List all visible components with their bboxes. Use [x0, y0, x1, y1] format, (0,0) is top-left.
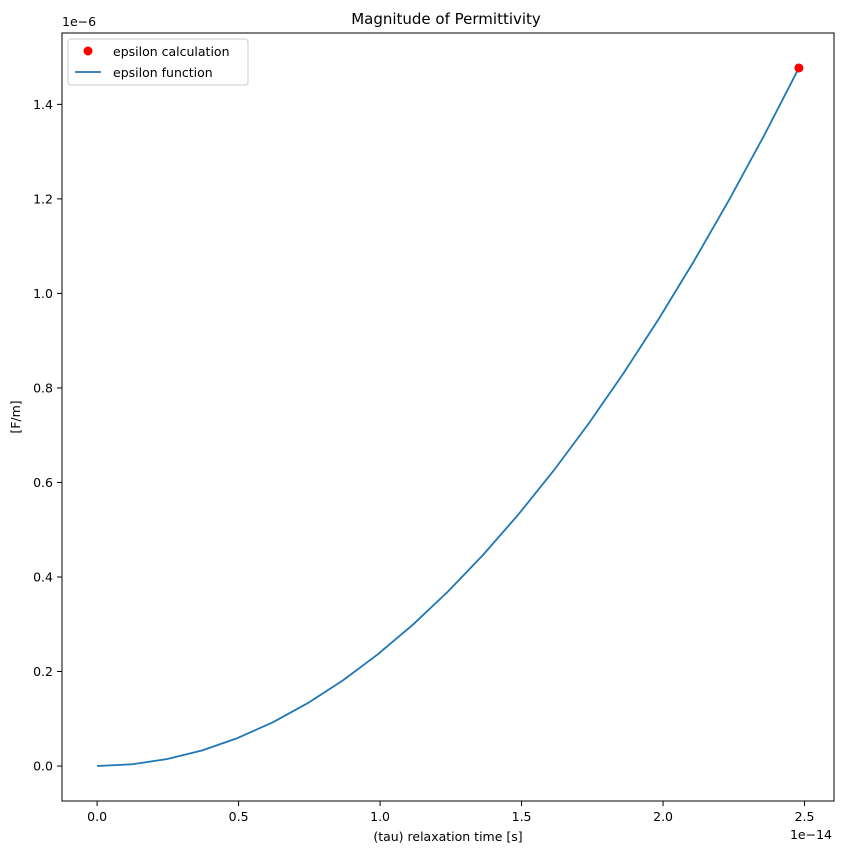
y-tick-label: 0.4: [33, 569, 53, 584]
legend: epsilon calculation epsilon function: [67, 38, 249, 86]
plot-frame: [61, 32, 835, 802]
y-tick-label: 0.6: [33, 475, 53, 490]
y-ticks: 0.0 0.2 0.4 0.6 0.8 1.0 1.2 1.4: [33, 97, 62, 774]
legend-label-epsilon-calculation: epsilon calculation: [113, 44, 230, 59]
y-tick-label: 0.2: [33, 664, 53, 679]
y-tick-label: 0.8: [33, 380, 53, 395]
legend-box: [67, 38, 249, 86]
y-tick-label: 1.4: [33, 97, 53, 112]
y-tick-label: 0.0: [33, 759, 53, 774]
x-tick-label: 0.5: [229, 809, 249, 824]
x-tick-label: 2.0: [653, 809, 673, 824]
x-tick-label: 1.5: [512, 809, 532, 824]
legend-label-epsilon-function: epsilon function: [113, 65, 213, 80]
y-tick-label: 1.0: [33, 286, 53, 301]
y-offset-label: 1e−6: [62, 14, 96, 29]
x-axis-label: (tau) relaxation time [s]: [373, 829, 522, 844]
x-tick-label: 1.0: [370, 809, 390, 824]
y-axis-label: [F/m]: [8, 400, 23, 433]
x-tick-label: 2.5: [795, 809, 815, 824]
x-ticks: 0.0 0.5 1.0 1.5 2.0 2.5: [87, 801, 815, 824]
x-tick-label: 0.0: [87, 809, 107, 824]
x-offset-label: 1e−14: [790, 827, 832, 842]
chart-title: Magnitude of Permittivity: [351, 10, 541, 28]
series-layer: [97, 63, 804, 767]
y-tick-label: 1.2: [33, 191, 53, 206]
legend-marker-epsilon-calculation: [83, 46, 93, 56]
series-line-epsilon-function: [97, 67, 800, 767]
scatter-point-epsilon-calculation: [794, 63, 804, 73]
